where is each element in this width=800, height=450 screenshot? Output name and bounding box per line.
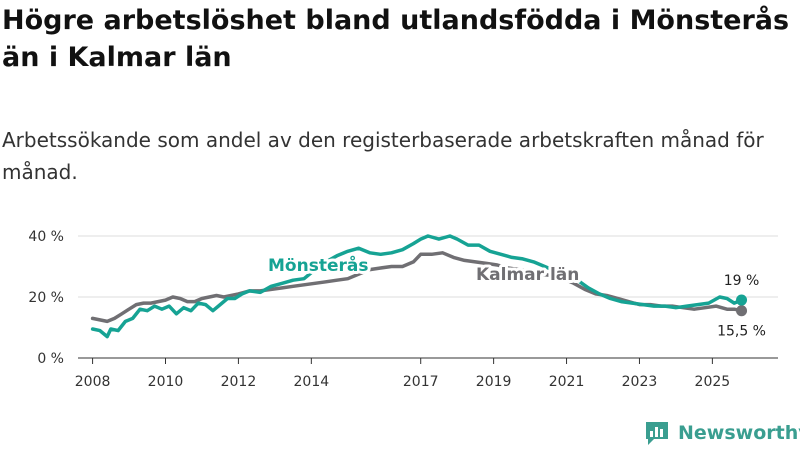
x-tick-label: 2014 [294, 374, 330, 390]
series-lines [90, 234, 748, 339]
x-tick-label: 2012 [221, 374, 257, 390]
chart-subtitle: Arbetssökande som andel av den registerb… [2, 128, 764, 184]
x-tick-label: 2021 [549, 374, 585, 390]
x-tick-label: 2010 [148, 374, 184, 390]
brand-name: Newsworthy [678, 422, 800, 444]
y-tick-label: 40 % [28, 229, 64, 245]
monsteras-label: Mönsterås [268, 254, 368, 276]
chart-title: Högre arbetslöshet bland utlandsfödda i … [2, 5, 790, 73]
x-tick-label: 2023 [622, 374, 658, 390]
series-labels: Mönsterås Kalmar län 19 % 15,5 % [265, 251, 766, 340]
newsworthy-chart-icon [646, 422, 668, 445]
newsworthy-logo: Newsworthy [644, 419, 800, 447]
x-tick-label: 2008 [75, 374, 111, 390]
kalmar-end-point [736, 305, 748, 317]
y-tick-label: 0 % [37, 351, 64, 367]
x-tick-label: 2019 [476, 374, 512, 390]
x-tick-label: 2017 [403, 374, 439, 390]
kalmar-label: Kalmar län [476, 265, 579, 285]
x-tick-label: 2025 [695, 374, 731, 390]
monsteras-end-label: 19 % [724, 273, 760, 289]
y-axis: 0 % 20 % 40 % [28, 229, 64, 367]
monsteras-end-point [736, 294, 748, 306]
monsteras-line [90, 234, 744, 339]
x-axis: 2008 2010 2012 2014 2017 2019 2021 2023 2025 [75, 357, 778, 390]
y-tick-label: 20 % [28, 290, 64, 306]
kalmar-end-label: 15,5 % [717, 324, 766, 340]
grid-lines [78, 235, 778, 298]
